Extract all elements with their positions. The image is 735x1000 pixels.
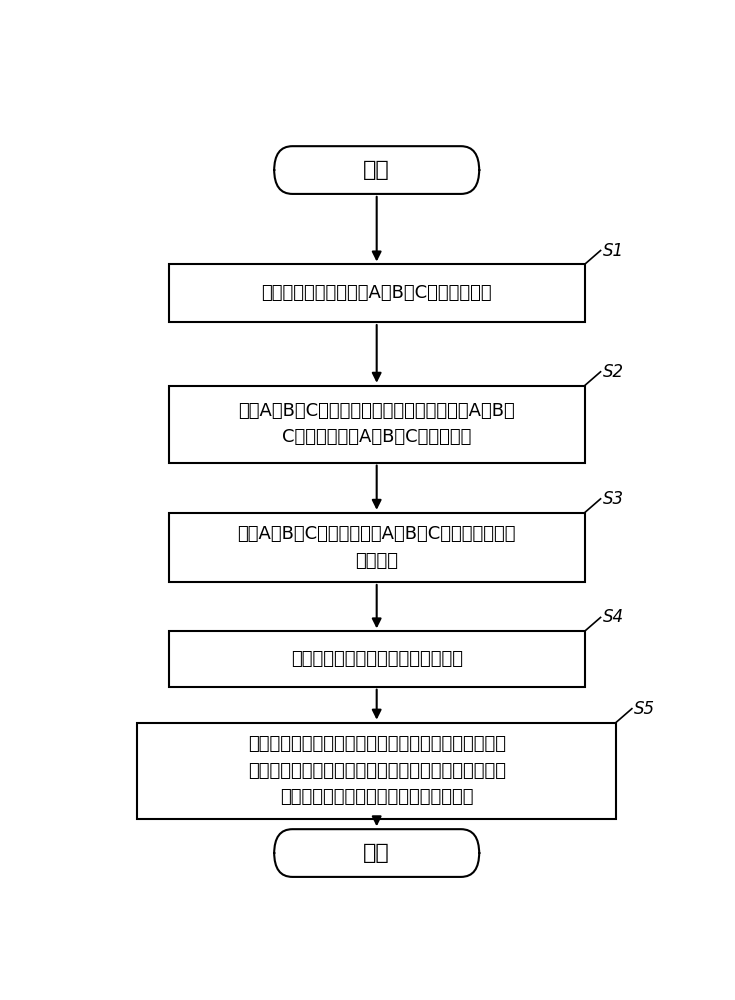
Text: 计算相同暂降类型事件的分段相似度: 计算相同暂降类型事件的分段相似度 [290,650,463,668]
Text: S1: S1 [603,242,624,260]
Text: 过滤A、B和C三相电压幅值的零序电压，得到A、B和
C三相相电压和A、B和C三相线电压: 过滤A、B和C三相电压幅值的零序电压，得到A、B和 C三相相电压和A、B和C三相… [238,402,515,446]
FancyBboxPatch shape [274,829,479,877]
FancyBboxPatch shape [169,631,584,687]
Text: S4: S4 [603,608,624,626]
Text: S2: S2 [603,363,624,381]
FancyBboxPatch shape [137,723,616,819]
Text: 利用电压监测装置采集A、B和C三相电压幅值: 利用电压监测装置采集A、B和C三相电压幅值 [262,284,492,302]
Text: 结束: 结束 [363,843,390,863]
Text: 根据相同暂降类型事件的分段相似度得到初始相似集合
；基于关联规则挖掘修正变压器的影响，输出归一化辨
识结果，完成电压暂降事件的归一化处理: 根据相同暂降类型事件的分段相似度得到初始相似集合 ；基于关联规则挖掘修正变压器的… [248,735,506,806]
Text: S5: S5 [634,700,656,718]
FancyBboxPatch shape [169,386,584,463]
Text: 开始: 开始 [363,160,390,180]
Text: S3: S3 [603,490,624,508]
Text: 根据A、B和C三相相电压与A、B和C三相线电压判断
暂降类型: 根据A、B和C三相相电压与A、B和C三相线电压判断 暂降类型 [237,525,516,570]
FancyBboxPatch shape [169,513,584,582]
FancyBboxPatch shape [274,146,479,194]
FancyBboxPatch shape [169,264,584,322]
